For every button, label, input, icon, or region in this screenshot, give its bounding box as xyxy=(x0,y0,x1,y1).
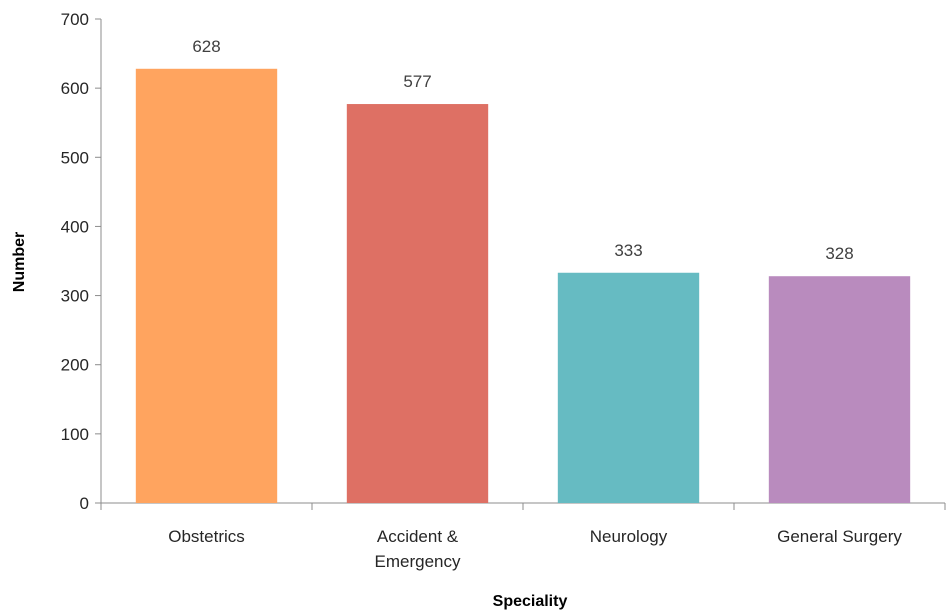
bar xyxy=(768,276,911,503)
bar xyxy=(135,68,278,503)
data-label: 333 xyxy=(614,241,642,260)
y-tick-label: 500 xyxy=(61,148,89,167)
data-label: 577 xyxy=(403,72,431,91)
y-tick-label: 600 xyxy=(61,79,89,98)
y-tick-label: 100 xyxy=(61,425,89,444)
bars xyxy=(135,68,911,503)
x-axis: Obstetrics Accident & Emergency Neurology Ge… xyxy=(100,502,946,571)
x-axis-title: Speciality xyxy=(493,593,568,610)
x-tick-label: Neurology xyxy=(590,527,668,546)
data-label: 628 xyxy=(192,37,220,56)
y-axis-title: Number xyxy=(11,232,28,292)
data-label: 328 xyxy=(825,244,853,263)
x-tick-label: General Surgery xyxy=(777,527,902,546)
bar xyxy=(557,272,700,503)
bar xyxy=(346,104,489,503)
y-tick-label: 400 xyxy=(61,217,89,236)
y-tick-label: 700 xyxy=(61,10,89,29)
x-tick-label: Accident & Emergency xyxy=(375,527,461,571)
y-tick-label: 300 xyxy=(61,287,89,306)
y-axis: 0 100 200 300 400 500 600 700 xyxy=(61,10,102,513)
y-tick-label: 0 xyxy=(80,494,89,513)
data-labels: 628 577 333 328 xyxy=(192,37,853,263)
y-tick-label: 200 xyxy=(61,356,89,375)
x-tick-label: Obstetrics xyxy=(168,527,245,546)
